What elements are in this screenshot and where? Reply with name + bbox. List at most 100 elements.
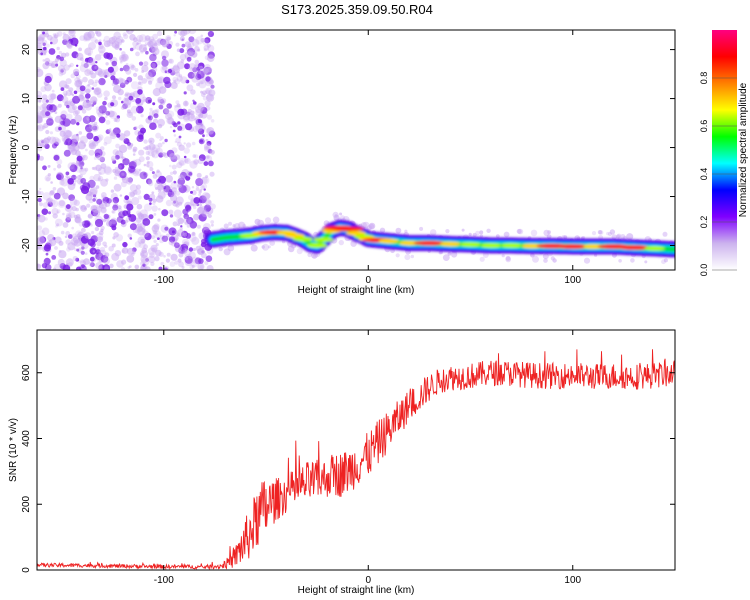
noise-point bbox=[151, 191, 155, 195]
noise-point bbox=[78, 131, 83, 135]
noise-point bbox=[190, 190, 193, 194]
noise-point bbox=[174, 105, 178, 108]
noise-point bbox=[170, 194, 178, 202]
noise-point bbox=[152, 88, 161, 97]
noise-point bbox=[113, 183, 122, 192]
noise-point bbox=[108, 129, 111, 132]
noise-point bbox=[136, 134, 144, 142]
noise-point bbox=[87, 179, 96, 188]
noise-point bbox=[199, 265, 204, 269]
ridge-halo-point bbox=[429, 229, 437, 236]
noise-point bbox=[143, 244, 149, 250]
noise-point bbox=[176, 103, 181, 108]
ridge-halo-point bbox=[227, 244, 235, 252]
noise-point bbox=[128, 165, 136, 173]
noise-point bbox=[77, 105, 83, 111]
noise-point bbox=[139, 209, 148, 218]
noise-point bbox=[166, 252, 171, 257]
noise-point bbox=[96, 154, 103, 161]
noise-point bbox=[168, 227, 177, 236]
noise-point bbox=[186, 224, 191, 228]
noise-point bbox=[41, 94, 48, 101]
noise-point bbox=[158, 124, 163, 129]
noise-point bbox=[84, 167, 89, 172]
noise-point bbox=[111, 158, 115, 162]
noise-point bbox=[175, 100, 180, 105]
noise-point bbox=[93, 135, 99, 142]
noise-point bbox=[44, 75, 52, 84]
noise-point bbox=[198, 154, 206, 162]
noise-point bbox=[37, 119, 40, 123]
noise-point bbox=[152, 198, 157, 203]
noise-point bbox=[131, 30, 135, 33]
noise-point bbox=[193, 159, 199, 165]
noise-point bbox=[68, 64, 72, 68]
noise-point bbox=[70, 237, 79, 246]
noise-point bbox=[81, 227, 86, 233]
noise-point bbox=[84, 62, 90, 68]
noise-point bbox=[54, 111, 58, 114]
noise-point bbox=[206, 127, 215, 135]
noise-point bbox=[150, 261, 155, 266]
noise-point bbox=[172, 129, 176, 133]
noise-point bbox=[40, 52, 44, 56]
noise-point bbox=[124, 195, 130, 201]
noise-point bbox=[188, 251, 196, 259]
ridge-halo-point bbox=[530, 253, 535, 258]
noise-point bbox=[187, 108, 192, 113]
noise-point bbox=[127, 144, 133, 150]
ridge-halo-point bbox=[630, 258, 635, 263]
ridge-hotspot bbox=[556, 244, 589, 249]
noise-point bbox=[211, 223, 214, 227]
noise-point bbox=[90, 241, 96, 248]
noise-point bbox=[38, 99, 42, 103]
noise-point bbox=[207, 44, 215, 53]
noise-point bbox=[172, 64, 180, 71]
ridge-halo-point bbox=[404, 254, 411, 261]
noise-point bbox=[84, 85, 92, 93]
noise-point bbox=[154, 181, 163, 191]
noise-point bbox=[166, 233, 170, 238]
noise-point bbox=[209, 171, 215, 177]
noise-point bbox=[135, 217, 142, 224]
noise-point bbox=[117, 77, 124, 84]
noise-point bbox=[134, 241, 142, 248]
noise-point bbox=[51, 89, 55, 93]
noise-point bbox=[75, 161, 80, 165]
noise-point bbox=[180, 30, 188, 37]
noise-point bbox=[170, 181, 179, 190]
noise-point bbox=[140, 114, 144, 118]
noise-point bbox=[45, 198, 52, 205]
noise-point bbox=[125, 177, 133, 185]
noise-point bbox=[137, 212, 143, 218]
noise-point bbox=[95, 88, 100, 93]
noise-point bbox=[198, 232, 206, 240]
ridge-halo-point bbox=[438, 251, 442, 255]
noise-point bbox=[209, 203, 216, 210]
noise-point bbox=[146, 161, 150, 165]
ridge-halo-point bbox=[468, 232, 472, 236]
noise-point bbox=[42, 62, 50, 70]
noise-point bbox=[94, 65, 98, 70]
noise-point bbox=[105, 120, 111, 125]
noise-point bbox=[37, 124, 45, 132]
noise-point bbox=[137, 213, 145, 220]
noise-point bbox=[210, 220, 215, 224]
noise-point bbox=[43, 244, 52, 252]
noise-point bbox=[152, 118, 159, 124]
noise-point bbox=[69, 62, 74, 68]
noise-point bbox=[37, 190, 41, 195]
noise-point bbox=[197, 119, 202, 124]
noise-point bbox=[80, 60, 88, 68]
noise-point bbox=[157, 99, 162, 103]
noise-point bbox=[125, 91, 130, 96]
noise-point bbox=[62, 192, 69, 200]
noise-point bbox=[42, 165, 47, 171]
noise-point bbox=[41, 262, 48, 269]
noise-point bbox=[88, 261, 94, 267]
noise-point bbox=[162, 141, 165, 145]
noise-point bbox=[56, 31, 63, 37]
noise-point bbox=[206, 155, 210, 159]
noise-point bbox=[96, 31, 102, 38]
noise-point bbox=[37, 42, 43, 50]
